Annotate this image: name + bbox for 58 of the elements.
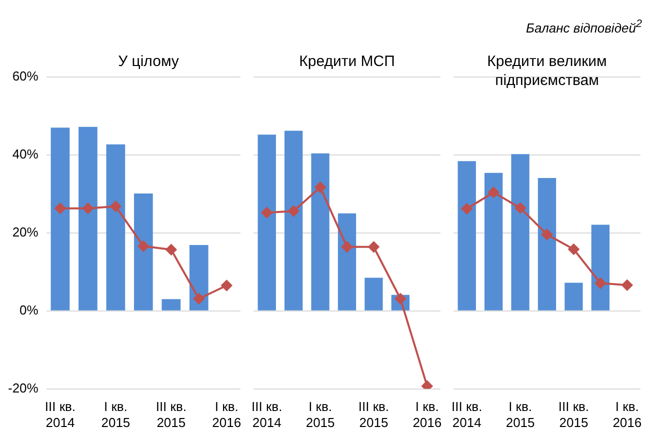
- chart-title: У цілому: [117, 52, 180, 71]
- x-tick-label: III кв. 2014: [452, 399, 482, 430]
- bar: [511, 154, 530, 310]
- x-tick-label: I кв. 2016: [612, 399, 642, 430]
- point: [193, 293, 204, 304]
- x-tick-label: III кв. 2015: [156, 399, 186, 430]
- point: [594, 278, 606, 289]
- bar: [364, 278, 383, 310]
- y-tick-label: 20%: [12, 224, 39, 240]
- bar: [258, 134, 276, 310]
- x-tick-label: I кв. 2016: [412, 399, 442, 430]
- x-tick-label: III кв. 2014: [44, 399, 76, 430]
- point: [368, 241, 380, 252]
- bar: [284, 130, 303, 310]
- point: [342, 241, 352, 252]
- chart-title: Кредити великим підприємствам: [486, 52, 608, 90]
- point: [288, 206, 300, 217]
- bar: [134, 194, 153, 310]
- point: [138, 240, 149, 252]
- bar: [564, 282, 583, 310]
- point: [221, 280, 232, 292]
- y-tick-label: -20%: [8, 380, 39, 396]
- bar: [338, 213, 356, 310]
- bar: [78, 126, 98, 310]
- chart-title: Кредити МСП: [298, 52, 396, 71]
- x-tick-label: I кв. 2016: [212, 399, 242, 430]
- bar: [538, 178, 556, 310]
- point: [54, 202, 66, 214]
- point: [542, 228, 552, 240]
- y-tick-label: 60%: [12, 68, 39, 84]
- bar: [106, 144, 126, 310]
- point: [82, 202, 94, 214]
- bar: [189, 244, 208, 310]
- x-tick-label: I кв. 2015: [306, 399, 335, 430]
- bar: [162, 299, 181, 310]
- x-tick-label: III кв. 2015: [358, 399, 390, 430]
- bar: [484, 172, 503, 310]
- point: [261, 207, 272, 218]
- x-tick-label: III кв. 2015: [558, 399, 590, 430]
- y-tick-label: 40%: [12, 146, 39, 162]
- bar: [458, 161, 476, 310]
- point: [622, 280, 633, 291]
- point: [166, 244, 177, 256]
- point: [110, 200, 122, 212]
- point: [514, 202, 526, 214]
- point: [461, 203, 472, 214]
- bar: [50, 128, 70, 310]
- x-tick-label: I кв. 2015: [506, 399, 535, 430]
- x-tick-label: III кв. 2014: [252, 399, 282, 430]
- point: [488, 186, 500, 198]
- point: [422, 380, 433, 389]
- bar: [591, 224, 610, 310]
- x-tick-label: I кв. 2015: [101, 399, 130, 430]
- point: [314, 182, 326, 193]
- y-tick-label: 0%: [20, 302, 39, 318]
- point: [568, 244, 580, 255]
- bar: [311, 153, 330, 310]
- text: Баланс відповідей$^{2}$: [526, 18, 642, 36]
